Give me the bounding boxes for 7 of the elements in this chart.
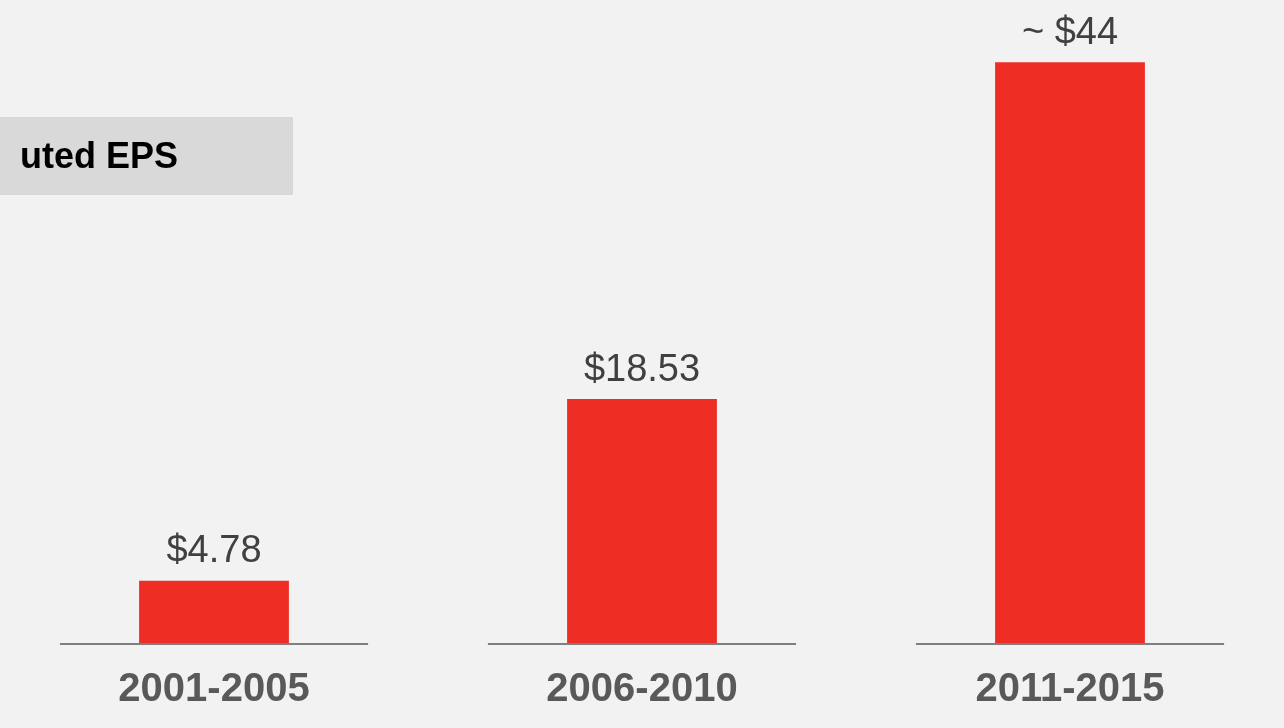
- data-label: $18.53: [583, 346, 701, 389]
- x-tick-label: 2011-2015: [975, 665, 1165, 710]
- title-panel: uted EPS: [0, 117, 294, 195]
- x-tick-label: 2001-2005: [118, 665, 310, 710]
- data-label: $4.78: [166, 528, 262, 571]
- x-tick-label: 2006-2010: [546, 665, 738, 710]
- data-label: ~ $44: [1021, 9, 1119, 52]
